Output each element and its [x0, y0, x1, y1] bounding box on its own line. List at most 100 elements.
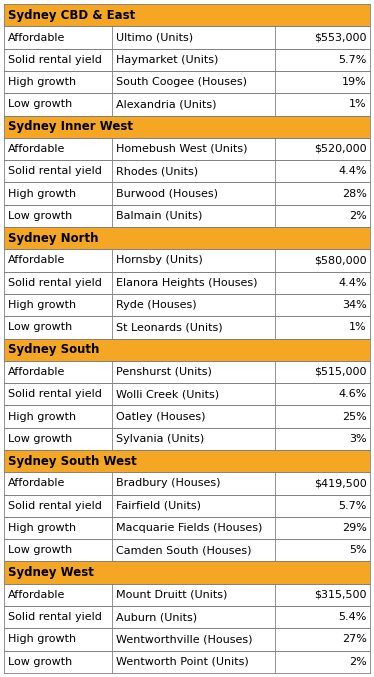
Text: High growth: High growth	[8, 77, 76, 87]
Text: Rhodes (Units): Rhodes (Units)	[116, 167, 198, 176]
Bar	[4, 539, 370, 561]
Text: 27%: 27%	[341, 634, 367, 645]
Text: 25%: 25%	[342, 412, 367, 422]
Text: Low growth: Low growth	[8, 545, 73, 555]
Text: Hornsby (Units): Hornsby (Units)	[116, 255, 203, 265]
Text: Solid rental yield: Solid rental yield	[8, 389, 102, 399]
Text: $520,000: $520,000	[314, 144, 367, 154]
Text: 4.6%: 4.6%	[338, 389, 367, 399]
Bar	[4, 406, 370, 428]
Text: 4.4%: 4.4%	[338, 278, 367, 288]
Bar	[4, 4, 370, 26]
Text: 29%: 29%	[341, 523, 367, 533]
Text: Burwood (Houses): Burwood (Houses)	[116, 189, 218, 198]
Bar	[4, 227, 370, 249]
Text: 4.4%: 4.4%	[338, 167, 367, 176]
Text: High growth: High growth	[8, 300, 76, 310]
Bar	[4, 428, 370, 450]
Bar	[4, 517, 370, 539]
Text: Elanora Heights (Houses): Elanora Heights (Houses)	[116, 278, 257, 288]
Bar	[4, 495, 370, 517]
Text: Mount Druitt (Units): Mount Druitt (Units)	[116, 590, 227, 600]
Text: Oatley (Houses): Oatley (Houses)	[116, 412, 205, 422]
Text: South Coogee (Houses): South Coogee (Houses)	[116, 77, 247, 87]
Text: Penshurst (Units): Penshurst (Units)	[116, 367, 212, 377]
Text: Ultimo (Units): Ultimo (Units)	[116, 32, 193, 43]
Text: Sydney North: Sydney North	[8, 232, 99, 244]
Text: Sydney South West: Sydney South West	[8, 455, 137, 468]
Text: 1%: 1%	[349, 100, 367, 110]
Bar	[4, 204, 370, 227]
Text: Sylvania (Units): Sylvania (Units)	[116, 434, 204, 444]
Bar	[4, 473, 370, 495]
Text: Low growth: Low growth	[8, 211, 73, 221]
Bar	[4, 160, 370, 182]
Bar	[4, 49, 370, 71]
Text: $419,500: $419,500	[314, 479, 367, 488]
Text: 5%: 5%	[349, 545, 367, 555]
Text: Affordable: Affordable	[8, 590, 65, 600]
Text: Affordable: Affordable	[8, 32, 65, 43]
Text: Macquarie Fields (Houses): Macquarie Fields (Houses)	[116, 523, 262, 533]
Bar	[4, 606, 370, 628]
Text: 34%: 34%	[342, 300, 367, 310]
Text: Camden South (Houses): Camden South (Houses)	[116, 545, 251, 555]
Bar	[4, 116, 370, 138]
Text: Low growth: Low growth	[8, 657, 73, 667]
Text: High growth: High growth	[8, 412, 76, 422]
Text: Fairfield (Units): Fairfield (Units)	[116, 501, 201, 510]
Text: 19%: 19%	[342, 77, 367, 87]
Bar	[4, 182, 370, 204]
Text: Solid rental yield: Solid rental yield	[8, 612, 102, 622]
Bar	[4, 561, 370, 584]
Text: Affordable: Affordable	[8, 479, 65, 488]
Text: Low growth: Low growth	[8, 434, 73, 444]
Bar	[4, 138, 370, 160]
Bar	[4, 249, 370, 271]
Text: Sydney CBD & East: Sydney CBD & East	[8, 9, 135, 22]
Text: Solid rental yield: Solid rental yield	[8, 278, 102, 288]
Text: $580,000: $580,000	[314, 255, 367, 265]
Text: 5.7%: 5.7%	[338, 55, 367, 65]
Text: Low growth: Low growth	[8, 322, 73, 332]
Text: Wentworth Point (Units): Wentworth Point (Units)	[116, 657, 249, 667]
Text: Low growth: Low growth	[8, 100, 73, 110]
Text: Solid rental yield: Solid rental yield	[8, 167, 102, 176]
Bar	[4, 651, 370, 673]
Bar	[4, 71, 370, 93]
Text: $553,000: $553,000	[314, 32, 367, 43]
Bar	[4, 383, 370, 406]
Text: Bradbury (Houses): Bradbury (Houses)	[116, 479, 220, 488]
Text: Wentworthville (Houses): Wentworthville (Houses)	[116, 634, 252, 645]
Bar	[4, 294, 370, 316]
Text: Sydney West: Sydney West	[8, 566, 94, 579]
Text: Sydney Inner West: Sydney Inner West	[8, 121, 133, 133]
Text: Haymarket (Units): Haymarket (Units)	[116, 55, 218, 65]
Text: Ryde (Houses): Ryde (Houses)	[116, 300, 196, 310]
Text: Homebush West (Units): Homebush West (Units)	[116, 144, 248, 154]
Text: Solid rental yield: Solid rental yield	[8, 501, 102, 510]
Bar	[4, 584, 370, 606]
Text: 2%: 2%	[349, 657, 367, 667]
Bar	[4, 271, 370, 294]
Text: 1%: 1%	[349, 322, 367, 332]
Bar	[4, 316, 370, 338]
Text: $515,000: $515,000	[314, 367, 367, 377]
Text: Auburn (Units): Auburn (Units)	[116, 612, 197, 622]
Text: Alexandria (Units): Alexandria (Units)	[116, 100, 217, 110]
Text: Wolli Creek (Units): Wolli Creek (Units)	[116, 389, 219, 399]
Bar	[4, 93, 370, 116]
Bar	[4, 628, 370, 651]
Text: Sydney South: Sydney South	[8, 343, 99, 356]
Text: 5.4%: 5.4%	[338, 612, 367, 622]
Bar	[4, 26, 370, 49]
Text: Affordable: Affordable	[8, 144, 65, 154]
Text: Affordable: Affordable	[8, 255, 65, 265]
Text: $315,500: $315,500	[314, 590, 367, 600]
Text: Balmain (Units): Balmain (Units)	[116, 211, 202, 221]
Text: 3%: 3%	[349, 434, 367, 444]
Text: High growth: High growth	[8, 523, 76, 533]
Text: High growth: High growth	[8, 189, 76, 198]
Bar	[4, 338, 370, 361]
Text: 5.7%: 5.7%	[338, 501, 367, 510]
